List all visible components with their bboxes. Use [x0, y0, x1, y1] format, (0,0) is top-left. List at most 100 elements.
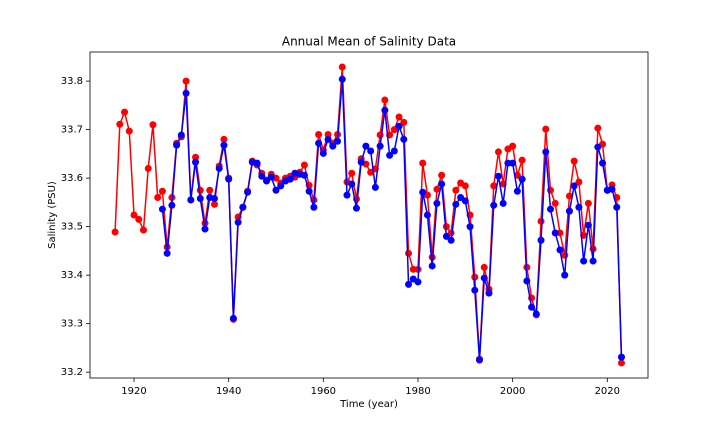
y-tick-label: 33.7: [61, 125, 83, 136]
data-point: [452, 200, 460, 208]
y-tick-label: 33.4: [61, 270, 83, 281]
data-point: [485, 289, 493, 297]
data-point: [192, 153, 200, 161]
data-point: [305, 187, 313, 195]
data-point: [547, 205, 555, 213]
x-tick-label: 1960: [311, 386, 336, 397]
data-point: [277, 182, 285, 190]
data-point: [490, 182, 498, 190]
data-point: [315, 139, 323, 147]
data-point: [494, 148, 502, 156]
data-point: [310, 203, 318, 211]
data-point: [192, 158, 200, 166]
data-point: [348, 180, 356, 188]
data-point: [116, 120, 124, 128]
data-point: [244, 188, 252, 196]
data-point: [471, 273, 479, 281]
plot-frame: [89, 51, 649, 379]
data-point: [461, 197, 469, 205]
data-point: [438, 171, 446, 179]
data-point: [319, 149, 327, 157]
x-tick-label: 1920: [121, 386, 146, 397]
data-point: [182, 89, 190, 97]
x-axis-label: Time (year): [339, 399, 398, 410]
data-point: [357, 158, 365, 166]
data-point: [315, 130, 323, 138]
data-point: [158, 205, 166, 213]
data-point: [433, 199, 441, 207]
data-point: [329, 142, 337, 150]
data-point: [414, 278, 422, 286]
data-point: [561, 251, 569, 259]
data-point: [466, 223, 474, 231]
data-point: [570, 157, 578, 165]
data-point: [452, 186, 460, 194]
y-tick-label: 33.8: [61, 76, 83, 87]
data-point: [438, 180, 446, 188]
data-point: [215, 164, 223, 172]
data-point: [537, 217, 545, 225]
data-point: [210, 195, 218, 203]
data-point: [130, 211, 138, 219]
data-point: [263, 177, 271, 185]
data-point: [400, 118, 408, 126]
data-point: [381, 96, 389, 104]
data-point: [490, 201, 498, 209]
data-point: [419, 188, 427, 196]
data-point: [494, 172, 502, 180]
data-point: [272, 186, 280, 194]
data-point: [154, 194, 162, 202]
chart-title: Annual Mean of Salinity Data: [282, 35, 456, 49]
data-point: [239, 203, 247, 211]
data-point: [225, 175, 233, 183]
data-point: [608, 185, 616, 193]
data-point: [158, 187, 166, 195]
data-point: [584, 221, 592, 229]
data-point: [476, 356, 484, 364]
data-point: [617, 359, 625, 367]
data-point: [447, 236, 455, 244]
data-point: [206, 186, 214, 194]
data-point: [135, 215, 143, 223]
data-point: [144, 164, 152, 172]
y-tick-label: 33.2: [61, 367, 83, 378]
data-point: [334, 137, 342, 145]
data-point: [584, 199, 592, 207]
data-point: [428, 262, 436, 270]
data-point: [575, 178, 583, 186]
y-axis-label: Salinity (PSU): [47, 181, 58, 249]
x-tick-label: 1940: [216, 386, 241, 397]
data-point: [405, 249, 413, 257]
data-point: [267, 173, 275, 181]
data-point: [324, 135, 332, 143]
data-point: [575, 203, 583, 211]
y-tick-label: 33.6: [61, 173, 83, 184]
data-point: [177, 131, 185, 139]
x-tick-label: 2020: [595, 386, 620, 397]
data-point: [253, 159, 261, 167]
data-point: [537, 236, 545, 244]
data-point: [371, 183, 379, 191]
data-point: [376, 142, 384, 150]
data-point: [390, 147, 398, 155]
data-point: [589, 257, 597, 265]
data-point: [551, 229, 559, 237]
data-point: [395, 113, 403, 121]
x-tick-label: 2000: [500, 386, 525, 397]
data-point: [471, 286, 479, 294]
data-point: [348, 169, 356, 177]
data-point: [542, 148, 550, 156]
data-point: [461, 182, 469, 190]
data-point: [499, 199, 507, 207]
data-point: [599, 159, 607, 167]
data-point: [518, 156, 526, 164]
data-point: [381, 106, 389, 114]
y-tick-label: 33.3: [61, 319, 83, 330]
data-point: [196, 195, 204, 203]
data-point: [220, 135, 228, 143]
data-point: [367, 147, 375, 155]
data-point: [163, 249, 171, 257]
data-point: [509, 159, 517, 167]
data-point: [561, 271, 569, 279]
